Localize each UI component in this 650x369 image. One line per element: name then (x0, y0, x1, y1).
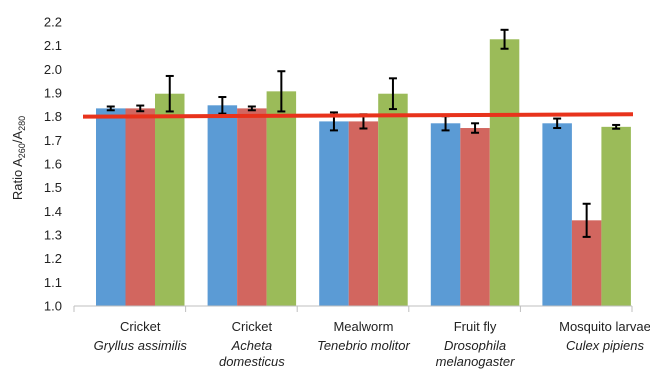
reference-line (82, 112, 634, 119)
error-bar (388, 77, 397, 111)
y-tick-label: 1.1 (44, 275, 62, 290)
bar (319, 121, 349, 307)
category-species: Gryllus assimilis (94, 338, 188, 353)
y-tick-label: 2.0 (44, 62, 62, 77)
category-name: Fruit fly (454, 319, 497, 334)
category-name: Mealworm (333, 319, 393, 334)
category-species: Culex pipiens (566, 338, 645, 353)
x-axis-ticks (73, 306, 633, 312)
error-bar (218, 96, 227, 115)
bar (430, 123, 461, 306)
category-species: domesticus (219, 354, 285, 369)
bar (489, 39, 520, 306)
bar (460, 128, 490, 306)
bar (207, 105, 238, 306)
bar (601, 126, 631, 307)
bar (155, 93, 185, 307)
bar (125, 108, 155, 306)
error-bar (106, 105, 115, 112)
error-bar (277, 70, 286, 113)
error-bars (106, 28, 621, 238)
y-tick-label: 1.0 (44, 299, 62, 314)
category-name: Cricket (232, 319, 273, 334)
error-bar (471, 122, 480, 134)
bar (96, 108, 126, 306)
category-species: Tenebrio molitor (317, 338, 410, 353)
category-labels: Cricket Gryllus assimilis Cricket Achetadom… (94, 319, 650, 369)
error-bar (500, 28, 509, 50)
y-tick-label: 1.5 (44, 180, 62, 195)
bar (542, 123, 572, 306)
category-species: Acheta (231, 338, 272, 353)
y-tick-label: 1.9 (44, 86, 62, 101)
y-tick-label: 1.8 (44, 109, 62, 124)
y-tick-label: 2.2 (44, 15, 62, 30)
y-tick-label: 1.3 (44, 228, 62, 243)
y-axis-ticks: 1.0 1.1 1.2 1.3 1.4 1.5 1.6 1.7 1.8 1.9 2.0 2.1 2.2 (44, 15, 62, 314)
bar (348, 121, 379, 307)
error-bar (247, 105, 256, 112)
error-bar (553, 117, 562, 130)
error-bar (582, 202, 591, 238)
y-tick-label: 1.6 (44, 157, 62, 172)
bars (96, 39, 631, 307)
category-species: melanogaster (436, 354, 515, 369)
category-name: Mosquito larvae (559, 319, 650, 334)
y-tick-label: 1.7 (44, 133, 62, 148)
y-tick-label: 2.1 (44, 38, 62, 53)
error-bar (612, 123, 621, 130)
error-bar (165, 74, 174, 113)
category-species: Drosophila (444, 338, 506, 353)
error-bar (136, 104, 145, 113)
y-tick-label: 1.2 (44, 251, 62, 266)
category-name: Cricket (120, 319, 161, 334)
bar (237, 108, 267, 306)
bar (266, 91, 297, 307)
y-axis-label: Ratio A260/A280 (10, 116, 27, 200)
y-tick-label: 1.4 (44, 204, 62, 219)
bar (378, 93, 408, 307)
